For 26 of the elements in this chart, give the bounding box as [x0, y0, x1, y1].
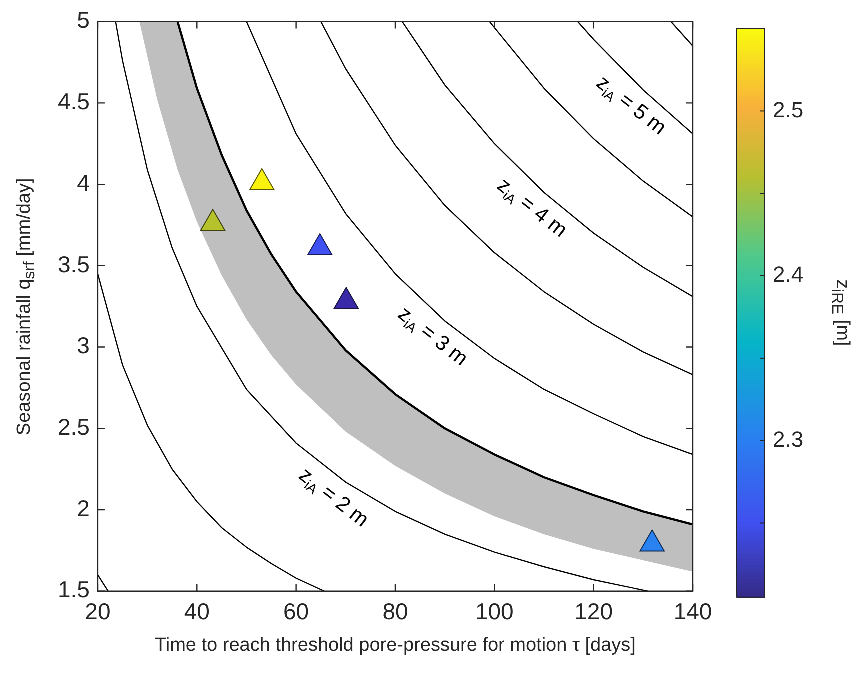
y-tick-label: 4.5 — [58, 88, 90, 115]
x-tick-label: 100 — [475, 598, 514, 625]
y-tick-label: 2 — [77, 495, 90, 522]
x-tick-label: 120 — [574, 598, 614, 625]
color-bar-label: 2.5 — [773, 97, 804, 122]
point — [200, 209, 226, 232]
point — [307, 234, 333, 256]
point — [640, 530, 665, 552]
y-tick-label: 2.5 — [58, 414, 90, 440]
annotation: ziA = 4 m — [493, 174, 572, 242]
y-tick-label: 5 — [77, 7, 90, 34]
y-tick-label: 4 — [77, 170, 90, 196]
x-tick-label: 140 — [674, 598, 712, 625]
annotation: ziA = 3 m — [394, 302, 472, 371]
color-bar-label: 2.3 — [773, 426, 804, 452]
annotation: ziA = 2 m — [294, 463, 374, 532]
color-bar-label: 2.4 — [773, 262, 804, 288]
annotation: ziA = 5 m — [592, 71, 671, 140]
x-tick-label: 80 — [382, 598, 408, 625]
y-tick-label: 3.5 — [58, 251, 90, 278]
point — [249, 168, 275, 190]
x-tick-label: 40 — [184, 598, 210, 625]
x-axis-title: Time to reach threshold pore-pressure for motion τ [days] — [154, 635, 636, 658]
x-tick-label: 60 — [284, 598, 310, 625]
y-tick-label: 3 — [77, 332, 90, 359]
point — [334, 287, 360, 310]
